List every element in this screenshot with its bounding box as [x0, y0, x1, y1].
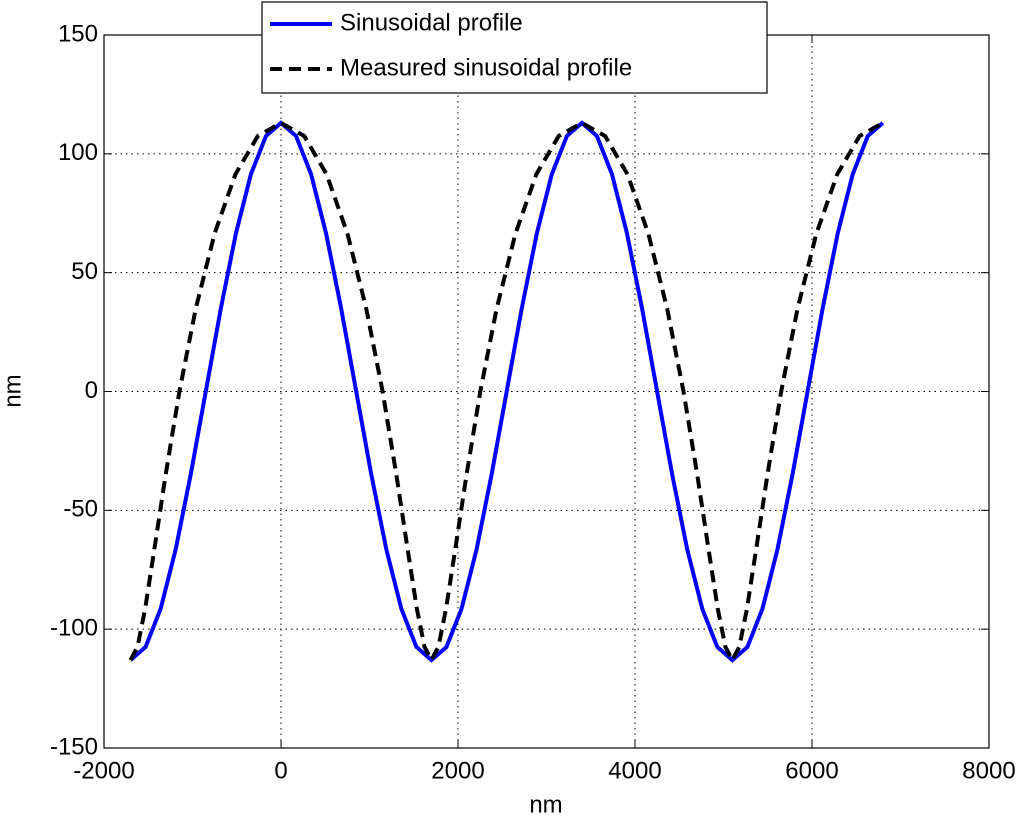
- legend-label: Measured sinusoidal profile: [340, 54, 632, 81]
- x-tick-label: 2000: [431, 757, 484, 784]
- y-tick-label: 0: [85, 377, 98, 404]
- y-tick-label: -150: [50, 733, 98, 760]
- legend-box: [261, 1, 768, 94]
- y-tick-label: 150: [58, 20, 98, 47]
- series-line: [129, 120, 885, 663]
- y-axis-label: nm: [0, 374, 26, 407]
- y-tick-label: 100: [58, 139, 98, 166]
- y-tick-label: -50: [63, 496, 98, 523]
- x-axis-label: nm: [529, 791, 562, 818]
- x-tick-label: 6000: [785, 757, 838, 784]
- x-tick-label: -2000: [73, 757, 134, 784]
- x-tick-label: 8000: [962, 757, 1015, 784]
- y-tick-label: 50: [71, 258, 98, 285]
- x-tick-label: 4000: [608, 757, 661, 784]
- series-line: [128, 120, 884, 665]
- y-tick-label: -100: [50, 615, 98, 642]
- x-tick-label: 0: [274, 757, 287, 784]
- legend-label: Sinusoidal profile: [340, 9, 523, 36]
